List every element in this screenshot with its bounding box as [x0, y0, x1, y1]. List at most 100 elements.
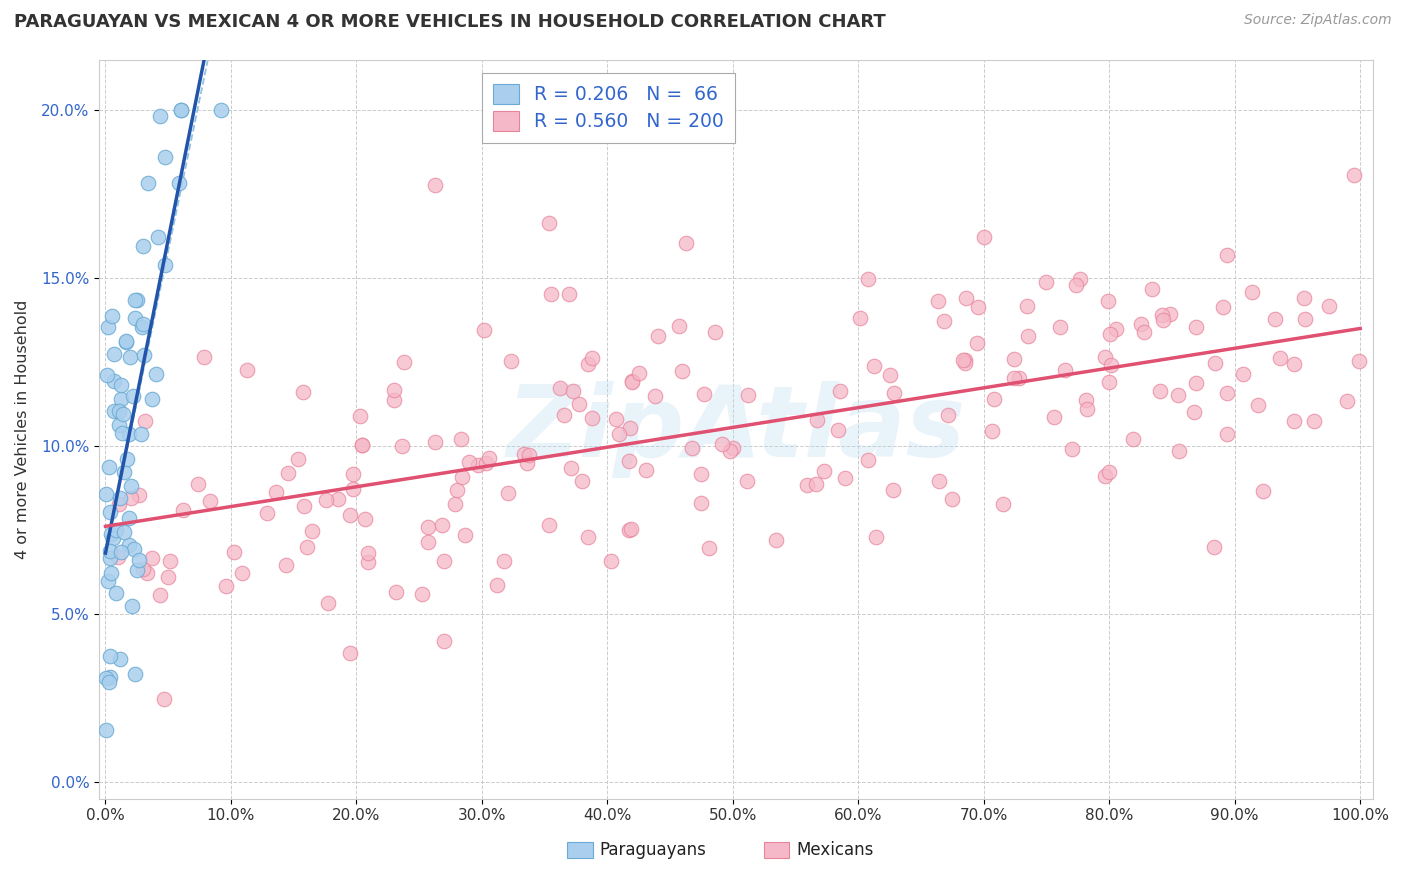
Point — [697, 541, 720, 555]
Point — [690, 467, 713, 481]
Point — [558, 287, 581, 301]
Point — [966, 335, 988, 350]
Point — [342, 482, 364, 496]
Point — [671, 364, 693, 378]
Point — [97, 460, 120, 475]
Point — [98, 674, 121, 689]
Point — [955, 352, 977, 367]
Point — [1049, 319, 1071, 334]
Point — [1149, 384, 1171, 398]
Point — [548, 381, 571, 395]
Point — [170, 103, 193, 117]
Point — [94, 723, 117, 737]
Point — [1317, 299, 1340, 313]
Point — [980, 424, 1002, 438]
Point — [553, 408, 575, 422]
Point — [159, 554, 181, 568]
Point — [934, 314, 956, 328]
Point — [111, 426, 134, 441]
Y-axis label: 4 or more Vehicles in Household: 4 or more Vehicles in Household — [15, 300, 30, 559]
Point — [125, 293, 148, 307]
Point — [444, 498, 467, 512]
Point — [605, 412, 627, 426]
Point — [145, 367, 167, 381]
Point — [124, 293, 146, 307]
Point — [1251, 483, 1274, 498]
Point — [1159, 307, 1181, 321]
Point — [1098, 465, 1121, 479]
Point — [765, 533, 787, 547]
Point — [1142, 281, 1164, 295]
Point — [98, 648, 121, 663]
Point — [394, 355, 416, 369]
Point — [103, 374, 125, 388]
Point — [1182, 405, 1205, 419]
Point — [828, 384, 851, 398]
Point — [101, 310, 124, 324]
Point — [856, 272, 879, 286]
Point — [132, 239, 155, 253]
Point — [136, 566, 159, 580]
Point — [1105, 322, 1128, 336]
Point — [1246, 398, 1268, 412]
Point — [834, 471, 856, 485]
Point — [353, 511, 375, 525]
Point — [125, 563, 148, 577]
Point — [128, 488, 150, 502]
Point — [418, 520, 440, 534]
Text: ZipAtlas: ZipAtlas — [506, 381, 966, 478]
Point — [693, 387, 716, 401]
Point — [1097, 294, 1119, 309]
Point — [155, 150, 177, 164]
Point — [450, 433, 472, 447]
Point — [516, 457, 538, 471]
Point — [560, 461, 582, 475]
Point — [1002, 352, 1025, 367]
Point — [1064, 278, 1087, 293]
Legend: R = 0.206   N =  66, R = 0.560   N = 200: R = 0.206 N = 66, R = 0.560 N = 200 — [482, 72, 735, 143]
Point — [1264, 312, 1286, 326]
Point — [132, 348, 155, 362]
Point — [517, 448, 540, 462]
Point — [1167, 388, 1189, 402]
Point — [193, 350, 215, 364]
Point — [737, 388, 759, 402]
Point — [215, 579, 238, 593]
Point — [1122, 432, 1144, 446]
Point — [1232, 367, 1254, 381]
Point — [1348, 354, 1371, 368]
Point — [110, 378, 132, 392]
Point — [1098, 327, 1121, 342]
Point — [148, 230, 170, 244]
Point — [620, 375, 643, 389]
Point — [581, 351, 603, 365]
Point — [955, 291, 977, 305]
Point — [132, 317, 155, 331]
Point — [1215, 385, 1237, 400]
Point — [1185, 320, 1208, 334]
Point — [141, 550, 163, 565]
Point — [675, 236, 697, 251]
Point — [149, 587, 172, 601]
Point — [647, 329, 669, 343]
Point — [571, 474, 593, 488]
Point — [266, 484, 288, 499]
Point — [292, 500, 315, 514]
Point — [124, 666, 146, 681]
Point — [804, 477, 827, 491]
Point — [1294, 312, 1316, 326]
Point — [291, 384, 314, 399]
Point — [1076, 392, 1098, 407]
Point — [1336, 394, 1358, 409]
Point — [1002, 370, 1025, 384]
Point — [1303, 414, 1326, 428]
Point — [153, 691, 176, 706]
Point — [1292, 291, 1315, 305]
Point — [983, 392, 1005, 406]
Point — [120, 491, 142, 506]
Point — [927, 293, 949, 308]
Point — [98, 544, 121, 558]
Point — [209, 103, 232, 117]
Point — [111, 407, 134, 421]
Point — [134, 414, 156, 428]
